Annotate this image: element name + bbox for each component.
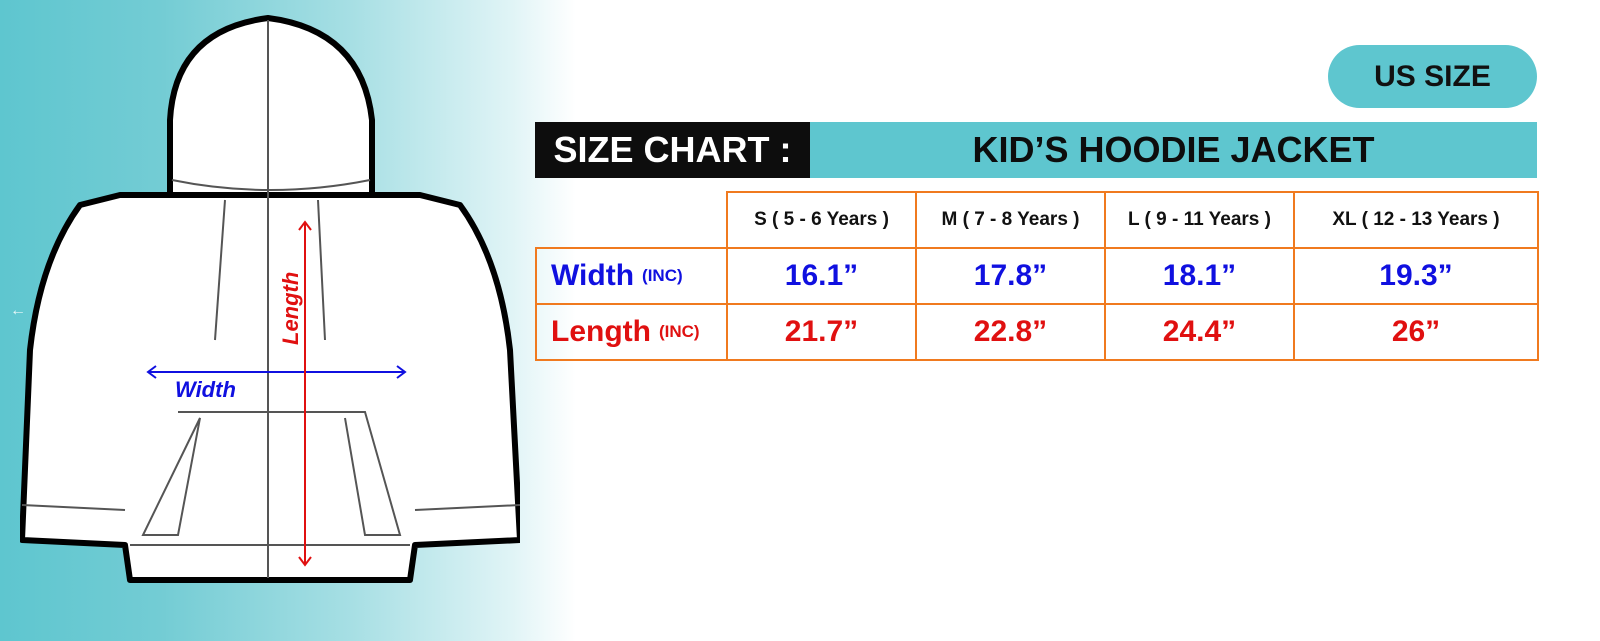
- column-header: M ( 7 - 8 Years ): [915, 191, 1106, 249]
- hoodie-diagram: Width Length: [20, 15, 520, 583]
- header-blank: [536, 192, 728, 249]
- length-label: Length: [278, 272, 303, 345]
- size-chart-title: SIZE CHART :: [535, 122, 810, 178]
- product-title: KID’S HOODIE JACKET: [810, 122, 1537, 178]
- row-label-text: Width: [551, 259, 635, 292]
- table-cell: 24.4”: [1104, 303, 1295, 361]
- row-label: Width (INC): [535, 247, 728, 305]
- hoodie-body: [20, 192, 520, 583]
- row-label: Length (INC): [535, 303, 728, 361]
- table-row-length: Length (INC) 21.7” 22.8” 24.4” 26”: [535, 303, 1539, 361]
- size-table: S ( 5 - 6 Years ) M ( 7 - 8 Years ) L ( …: [535, 191, 1539, 361]
- width-arrow: [146, 365, 407, 379]
- table-cell: 16.1”: [726, 247, 917, 305]
- column-header: XL ( 12 - 13 Years ): [1293, 191, 1539, 249]
- length-arrow: [298, 220, 312, 567]
- table-row-width: Width (INC) 16.1” 17.8” 18.1” 19.3”: [535, 247, 1539, 305]
- width-label: Width: [175, 377, 236, 402]
- table-cell: 21.7”: [726, 303, 917, 361]
- table-cell: 22.8”: [915, 303, 1106, 361]
- table-header-row: S ( 5 - 6 Years ) M ( 7 - 8 Years ) L ( …: [536, 191, 1539, 249]
- column-header: S ( 5 - 6 Years ): [726, 191, 917, 249]
- row-label-text: Length: [551, 315, 651, 348]
- table-cell: 26”: [1293, 303, 1539, 361]
- unit-label: (INC): [658, 322, 700, 341]
- table-cell: 18.1”: [1104, 247, 1295, 305]
- back-arrow-icon[interactable]: ←: [10, 302, 26, 319]
- column-header: L ( 9 - 11 Years ): [1104, 191, 1295, 249]
- hood: [167, 15, 375, 198]
- us-size-badge: US SIZE: [1328, 45, 1537, 108]
- unit-label: (INC): [642, 266, 683, 285]
- table-cell: 19.3”: [1293, 247, 1539, 305]
- table-cell: 17.8”: [915, 247, 1106, 305]
